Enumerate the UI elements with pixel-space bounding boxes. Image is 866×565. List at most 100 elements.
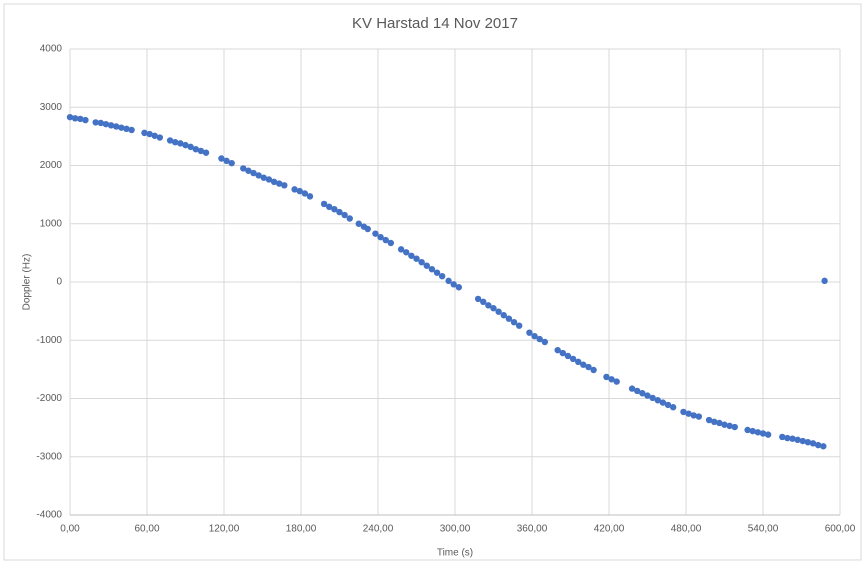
point	[77, 115, 84, 123]
point	[418, 258, 425, 266]
point	[118, 124, 125, 131]
point	[654, 397, 661, 404]
point	[301, 190, 309, 197]
point	[526, 329, 533, 336]
point	[799, 437, 806, 445]
point	[680, 408, 687, 416]
x-tick-label: 60,00	[134, 524, 159, 535]
y-tick-label: -1000	[36, 335, 62, 346]
point	[784, 434, 791, 442]
point	[156, 134, 164, 141]
point	[192, 145, 199, 153]
point	[510, 318, 518, 326]
point	[695, 413, 703, 420]
point	[66, 113, 74, 121]
point	[177, 140, 184, 147]
point	[445, 277, 452, 285]
point	[474, 295, 482, 303]
point	[265, 176, 273, 183]
point	[644, 392, 651, 399]
point	[639, 390, 646, 397]
point	[685, 410, 692, 417]
point	[228, 159, 235, 167]
point	[536, 335, 543, 343]
point	[450, 281, 457, 288]
point	[218, 155, 225, 162]
x-tick-label: 120,00	[209, 524, 240, 535]
x-tick-label: 480,00	[671, 524, 702, 535]
point	[245, 167, 252, 174]
y-tick-label: -2000	[36, 393, 62, 404]
x-tick-label: 540,00	[748, 524, 779, 535]
point	[490, 305, 497, 312]
point	[764, 431, 772, 438]
chart-title: KV Harstad 14 Nov 2017	[352, 15, 518, 32]
point	[455, 284, 463, 291]
point	[809, 440, 817, 447]
point	[97, 119, 105, 127]
point	[726, 422, 733, 430]
point	[804, 438, 812, 446]
point	[649, 394, 656, 402]
point	[326, 203, 333, 211]
x-tick-label: 180,00	[286, 524, 317, 535]
y-tick-label: -3000	[36, 451, 62, 462]
point	[331, 205, 338, 213]
point	[664, 401, 672, 409]
point	[711, 418, 718, 425]
point	[382, 236, 389, 244]
point	[113, 123, 120, 130]
point	[721, 421, 728, 428]
point	[71, 115, 79, 122]
point	[613, 378, 620, 385]
point	[821, 277, 828, 285]
y-tick-label: 4000	[40, 44, 63, 55]
x-tick-label: 420,00	[594, 524, 625, 535]
point	[515, 322, 523, 329]
point	[541, 338, 549, 346]
point	[151, 132, 158, 139]
point	[364, 225, 371, 233]
point	[102, 120, 110, 128]
x-tick-label: 300,00	[440, 524, 471, 535]
point	[731, 423, 738, 431]
x-tick-label: 600,00	[825, 524, 856, 535]
point	[146, 130, 153, 138]
point	[187, 143, 194, 151]
point	[759, 430, 767, 437]
point	[141, 129, 148, 137]
point	[82, 116, 89, 124]
point	[500, 312, 507, 319]
point	[716, 419, 723, 427]
point	[281, 182, 288, 189]
point	[505, 315, 513, 322]
point	[754, 429, 762, 436]
point	[438, 272, 446, 280]
point	[659, 399, 667, 406]
point	[387, 239, 395, 247]
point	[250, 169, 257, 177]
point	[92, 119, 99, 126]
point	[355, 220, 362, 227]
point	[485, 302, 492, 309]
point	[705, 416, 713, 424]
point	[397, 246, 405, 253]
point	[123, 125, 130, 133]
point	[202, 149, 210, 156]
point	[372, 230, 379, 237]
point	[628, 385, 636, 392]
point	[585, 363, 592, 371]
point	[789, 435, 796, 442]
point	[408, 252, 415, 259]
x-tick-label: 0,00	[60, 524, 80, 535]
point	[270, 178, 278, 186]
point	[306, 193, 314, 200]
point	[223, 157, 230, 165]
point	[749, 427, 756, 435]
y-tick-label: 1000	[40, 218, 63, 229]
point	[336, 208, 343, 216]
point	[690, 412, 697, 419]
point	[182, 141, 189, 149]
y-tick-label: 3000	[40, 102, 63, 113]
